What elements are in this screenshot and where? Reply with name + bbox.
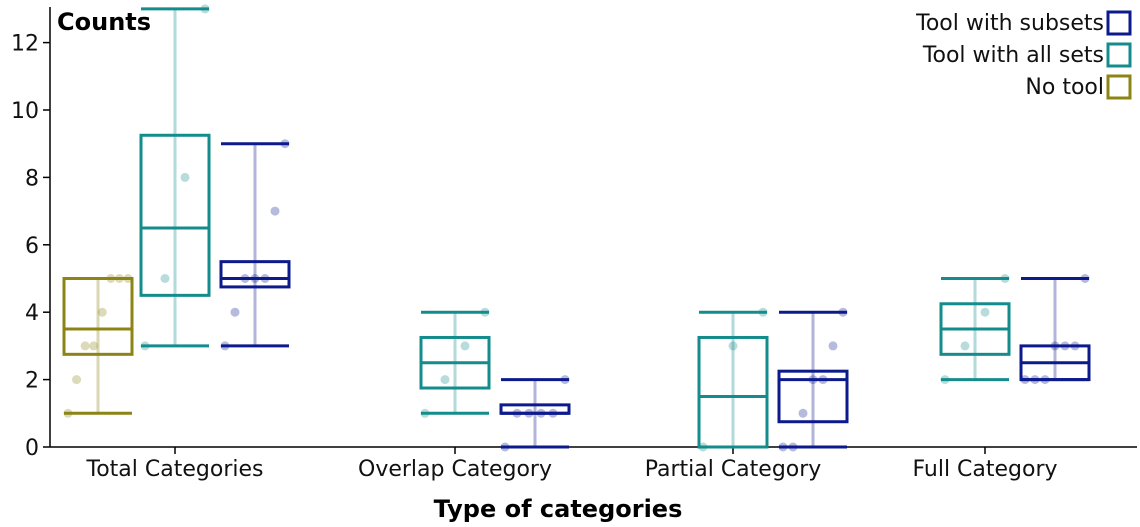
x-tick-label: Overlap Category xyxy=(358,457,552,482)
data-point xyxy=(270,206,280,216)
box-iqr xyxy=(777,369,849,424)
data-point xyxy=(72,375,82,385)
data-point xyxy=(828,341,838,351)
box-group xyxy=(62,274,134,418)
legend-item: Tool with all sets xyxy=(922,42,1132,68)
box-group xyxy=(697,307,769,452)
data-point xyxy=(230,307,240,317)
box-iqr xyxy=(697,335,769,449)
y-tick-label: 4 xyxy=(25,301,39,326)
box-group xyxy=(419,307,491,418)
y-tick-label: 2 xyxy=(25,369,39,394)
data-point xyxy=(440,375,450,385)
box-group xyxy=(219,139,291,351)
x-tick-label: Partial Category xyxy=(645,457,822,482)
legend-label: Tool with all sets xyxy=(922,43,1104,68)
legend-item: No tool xyxy=(1025,74,1132,100)
data-point xyxy=(80,341,90,351)
box-iqr xyxy=(219,260,291,289)
x-tick-label: Full Category xyxy=(912,457,1057,482)
legend-item: Tool with subsets xyxy=(915,10,1132,36)
legend-swatch xyxy=(1106,42,1132,68)
box-group xyxy=(139,4,211,351)
data-point xyxy=(89,341,99,351)
legend: Tool with subsets Tool with all sets No to… xyxy=(915,10,1132,100)
box-iqr xyxy=(139,133,211,297)
data-point xyxy=(460,341,470,351)
legend-swatch xyxy=(1106,10,1132,36)
legend-label: No tool xyxy=(1025,75,1104,100)
data-point xyxy=(160,274,170,283)
plot-area xyxy=(62,4,1091,452)
data-point xyxy=(980,307,990,317)
box-group xyxy=(1019,274,1091,385)
data-point xyxy=(960,341,970,351)
box-group xyxy=(939,274,1011,385)
y-tick-label: 8 xyxy=(25,166,39,191)
x-tick-label: Total Categories xyxy=(86,457,264,482)
x-axis-title: Type of categories xyxy=(434,495,683,523)
legend-label: Tool with subsets xyxy=(915,11,1104,36)
y-axis-title: Counts xyxy=(57,8,151,36)
y-tick-label: 12 xyxy=(11,32,39,57)
box-iqr xyxy=(62,277,134,356)
y-tick-label: 6 xyxy=(25,234,39,259)
box-group xyxy=(499,375,571,452)
box-group xyxy=(777,307,849,452)
data-point xyxy=(180,172,190,182)
axes-group: 0 2 4 6 8 10 12 Total Categories Overlap Categor… xyxy=(11,7,1137,482)
legend-swatch xyxy=(1106,74,1132,100)
y-tick-label: 0 xyxy=(25,436,39,461)
data-point xyxy=(728,341,738,351)
data-point xyxy=(97,307,107,317)
y-tick-label: 10 xyxy=(11,99,39,124)
data-point xyxy=(798,408,808,418)
